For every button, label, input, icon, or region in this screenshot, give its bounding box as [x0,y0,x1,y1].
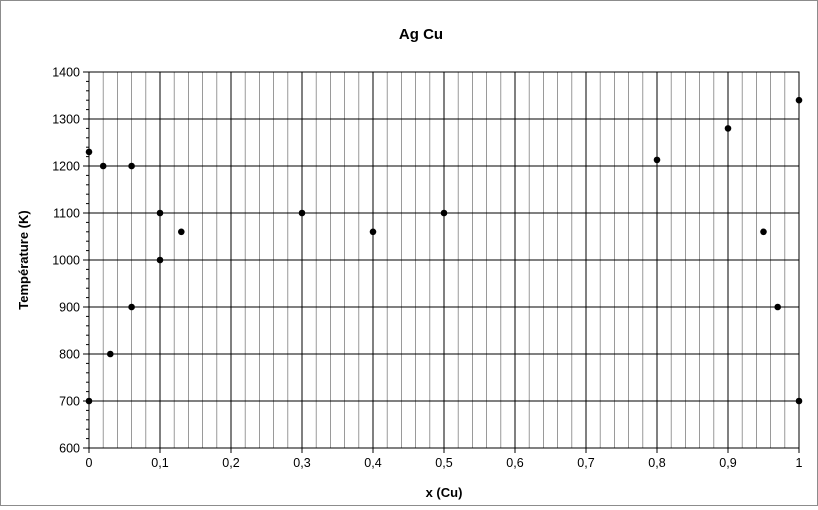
y-tick-label: 700 [59,395,80,409]
y-tick-label: 900 [59,301,80,315]
data-point [85,148,93,156]
data-point [178,228,185,236]
data-point [128,303,135,311]
x-tick-label: 0,4 [364,456,381,470]
y-tick-label: 1100 [53,207,80,221]
x-tick-label: 0,6 [506,456,523,470]
x-tick-label: 0,3 [293,456,310,470]
x-tick-label: 0 [86,456,93,470]
y-axis-label: Température (K) [16,210,31,309]
y-tick-label: 1400 [52,66,80,80]
data-point [795,96,803,104]
data-point [156,256,164,264]
data-point [128,162,135,170]
data-point [107,350,114,358]
x-tick-label: 1 [796,456,803,470]
chart-title: Ag Cu [399,26,443,43]
data-point [724,125,732,132]
x-tick-label: 0,2 [222,456,239,470]
data-point [85,397,93,405]
x-axis-label: x (Cu) [426,485,463,500]
x-tick-label: 0,1 [151,456,168,470]
data-point [774,303,781,311]
x-tick-label: 0,5 [435,456,452,470]
data-point [795,397,803,405]
y-tick-label: 1200 [52,160,80,174]
data-point [99,162,107,170]
data-point [760,228,767,236]
grid [89,72,799,448]
x-tick-label: 0,7 [577,456,594,470]
x-tick-label: 0,9 [719,456,736,470]
x-axis-tick-labels: 0 0,1 0,2 0,3 0,4 0,5 0,6 0,7 0,8 0,9 1 [86,456,803,470]
data-point [369,228,377,236]
data-point [156,209,164,217]
data-point [440,209,448,217]
y-tick-label: 1300 [52,113,80,127]
y-tick-label: 600 [59,442,80,456]
axis-ticks [83,71,800,453]
data-points [85,96,803,405]
x-tick-label: 0,8 [648,456,665,470]
data-point [653,156,661,164]
y-axis-tick-labels: 600 700 800 900 1000 1100 1200 1300 1400 [52,66,80,456]
y-tick-label: 800 [59,348,80,362]
data-point [298,209,306,217]
y-tick-label: 1000 [52,254,80,268]
